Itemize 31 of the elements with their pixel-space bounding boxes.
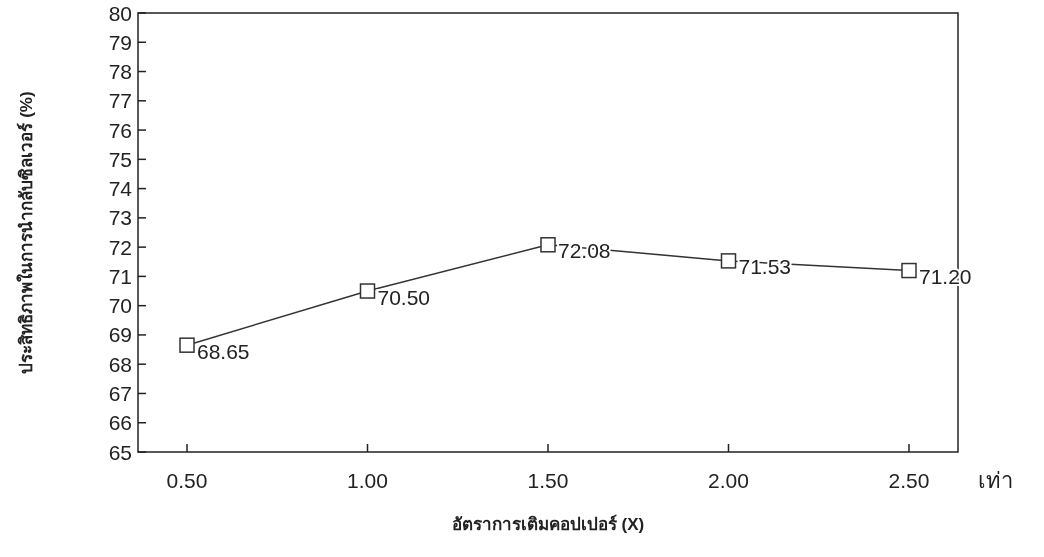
y-tick-label: 74 [108,177,133,201]
y-tick-label: 65 [108,440,132,464]
point [901,262,917,279]
text: เท่า [978,468,1013,493]
y-tick-label: 80 [108,1,132,25]
y-tick-label: 77 [108,89,132,113]
y-tick-label: 67 [108,381,132,405]
x-axis-title: อัตราการเติมคอปเปอร์ (X) [451,514,645,534]
x-tick-label: 1.00 [347,469,388,492]
y-tick-label: 70 [108,294,132,318]
x-tick-label: 2.50 [888,469,930,492]
y-tick-label: 71 [108,264,132,288]
y-tick-label: 78 [108,60,132,84]
y-tick-label: 79 [108,30,132,54]
y-tick-label: 69 [108,323,132,347]
y-tick-label: 68 [108,352,132,376]
point [720,253,737,269]
y-axis-title: ประสิทธิภาพในการนำกลับซิลเวอร์ (%) [15,91,36,374]
point [359,283,376,299]
data-label: 68.65 [197,339,250,363]
x-tick-label: 1.50 [527,469,569,492]
data-label: 70.50 [377,285,431,309]
y-tick-label: 73 [108,206,132,230]
x-tick-label: 0.50 [166,469,208,492]
point [179,337,195,353]
y-tick-label: 72 [108,235,132,259]
y-tick-label: 76 [108,118,132,142]
y-tick-label: 66 [108,411,132,435]
x-tick-label: 2.00 [708,469,749,492]
point [540,237,556,253]
y-tick-label: 75 [108,147,132,171]
